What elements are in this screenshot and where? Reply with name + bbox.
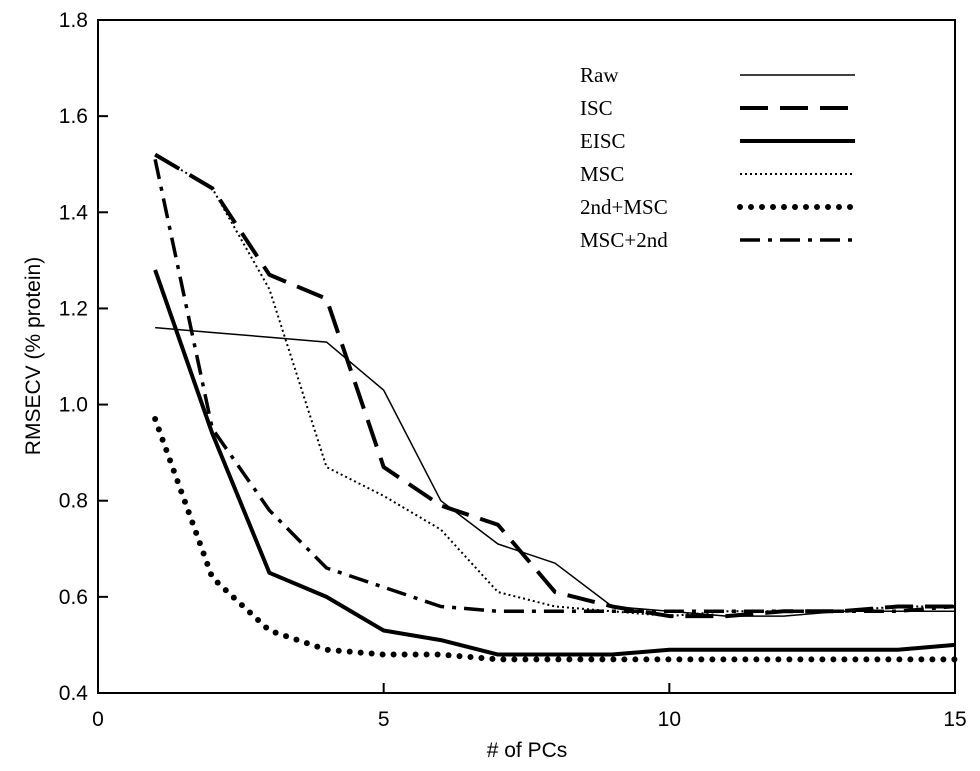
legend-label: 2nd+MSC (580, 195, 668, 219)
y-tick-label: 1.8 (59, 9, 88, 32)
y-tick-label: 1.6 (59, 105, 88, 128)
series-line (154, 152, 955, 619)
y-tick-label: 1.4 (59, 201, 89, 224)
y-tick-label: 1.2 (59, 297, 88, 320)
series-line (152, 415, 958, 663)
x-tick-label: 0 (92, 708, 104, 731)
series-line (153, 269, 956, 657)
series-line (155, 326, 955, 617)
y-tick-label: 1.0 (59, 394, 88, 417)
x-tick-label: 10 (658, 708, 681, 731)
legend-label: MSC (580, 162, 624, 186)
x-axis-label: # of PCs (487, 739, 568, 762)
series-line (154, 153, 955, 618)
legend-label: Raw (580, 63, 619, 87)
legend-label: EISC (580, 129, 626, 153)
y-tick-label: 0.4 (59, 682, 89, 705)
y-tick-label: 0.8 (59, 490, 88, 513)
legend-label: MSC+2nd (580, 228, 668, 252)
x-tick-label: 5 (378, 708, 390, 731)
y-axis-label: RMSECV (% protein) (22, 257, 45, 455)
series-line (153, 159, 956, 614)
y-tick-label: 0.6 (59, 586, 88, 609)
legend-label: ISC (580, 96, 613, 120)
x-tick-label: 15 (943, 708, 966, 731)
plot-frame (97, 19, 956, 694)
